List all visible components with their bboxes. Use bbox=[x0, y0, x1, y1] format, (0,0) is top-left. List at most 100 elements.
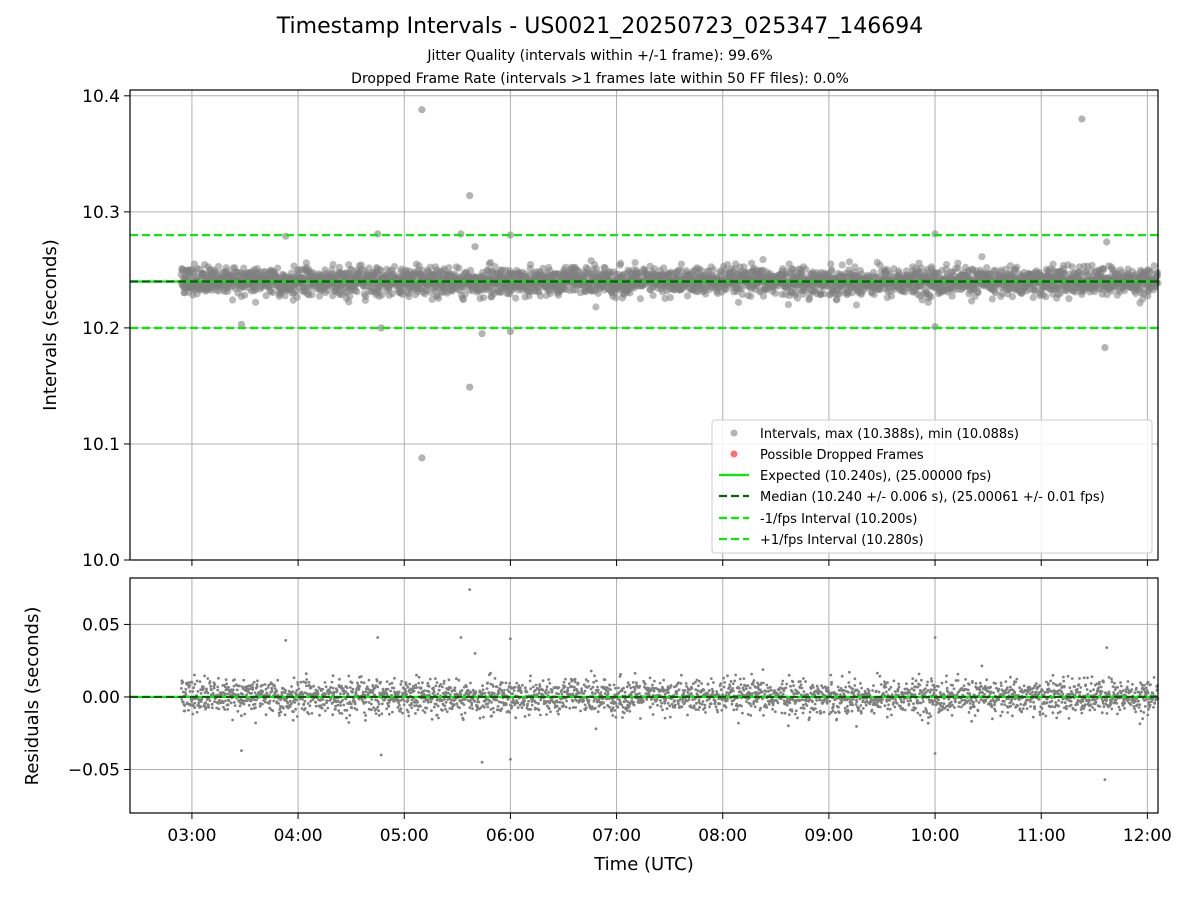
interval-point bbox=[845, 258, 854, 266]
residual-point bbox=[184, 687, 188, 691]
residual-point bbox=[398, 709, 402, 713]
residual-point bbox=[444, 707, 447, 711]
residual-point bbox=[612, 683, 616, 687]
residual-point bbox=[511, 692, 514, 696]
residual-point bbox=[556, 700, 560, 704]
residual-point bbox=[619, 673, 622, 676]
residual-point bbox=[344, 697, 348, 701]
residual-point bbox=[486, 681, 489, 685]
residual-point bbox=[284, 688, 287, 692]
residual-point bbox=[373, 686, 377, 690]
residual-point bbox=[377, 709, 380, 713]
residual-point bbox=[633, 671, 637, 675]
residual-point bbox=[364, 690, 368, 693]
residual-point bbox=[390, 681, 394, 685]
residual-point bbox=[427, 690, 431, 694]
residual-point bbox=[687, 698, 691, 701]
interval-point bbox=[709, 266, 718, 274]
interval-point bbox=[631, 259, 639, 267]
interval-point bbox=[852, 301, 861, 309]
residual-point bbox=[688, 688, 692, 692]
interval-point bbox=[466, 266, 475, 274]
residual-point bbox=[611, 706, 615, 709]
residual-point bbox=[590, 705, 594, 708]
residual-point bbox=[460, 689, 464, 692]
interval-point bbox=[954, 264, 962, 272]
residual-point bbox=[402, 703, 406, 707]
residual-point bbox=[662, 678, 666, 682]
interval-point bbox=[876, 261, 884, 269]
residual-point bbox=[351, 690, 354, 694]
residual-point bbox=[569, 677, 573, 681]
residual-point bbox=[432, 686, 435, 690]
interval-point bbox=[536, 292, 545, 300]
residual-point bbox=[207, 705, 211, 709]
interval-outlier-point bbox=[418, 106, 426, 114]
residual-point bbox=[447, 688, 451, 691]
residual-point bbox=[334, 707, 337, 711]
residual-point bbox=[452, 703, 456, 707]
residual-point bbox=[697, 684, 700, 688]
residual-point bbox=[184, 691, 187, 694]
residual-point bbox=[335, 688, 339, 692]
residual-point bbox=[681, 697, 685, 701]
residual-point bbox=[322, 703, 326, 707]
residual-point bbox=[332, 690, 336, 694]
top-y-tick-label: 10.4 bbox=[82, 87, 120, 107]
residual-point bbox=[423, 689, 426, 693]
residual-point bbox=[491, 706, 495, 710]
residual-point bbox=[307, 680, 311, 684]
residual-point bbox=[670, 702, 674, 706]
residual-point bbox=[345, 686, 349, 690]
interval-point bbox=[870, 290, 878, 299]
interval-point bbox=[771, 289, 779, 297]
residual-point bbox=[416, 708, 420, 712]
legend: Intervals, max (10.388s), min (10.088s) … bbox=[711, 419, 1153, 554]
residual-point bbox=[367, 678, 371, 682]
residual-point bbox=[295, 698, 299, 702]
residual-point bbox=[222, 705, 225, 709]
residual-point bbox=[558, 700, 562, 704]
residual-point bbox=[628, 683, 631, 687]
residual-point bbox=[573, 677, 577, 681]
residual-point bbox=[614, 701, 618, 705]
residual-point bbox=[539, 713, 542, 717]
residual-point bbox=[593, 692, 597, 695]
residual-point bbox=[270, 686, 274, 690]
legend-label-dropped: Possible Dropped Frames bbox=[760, 448, 924, 463]
residual-point bbox=[437, 688, 441, 692]
interval-point bbox=[747, 292, 755, 300]
residual-point bbox=[204, 701, 208, 705]
residual-point bbox=[609, 701, 613, 705]
interval-point bbox=[722, 286, 730, 294]
residual-point bbox=[294, 707, 297, 711]
residual-point bbox=[193, 673, 196, 677]
residual-point bbox=[449, 686, 453, 690]
residual-point bbox=[303, 699, 307, 703]
residual-point bbox=[505, 702, 508, 706]
residual-point bbox=[667, 691, 670, 694]
residual-point bbox=[401, 711, 404, 715]
residual-point bbox=[207, 703, 210, 707]
residual-point bbox=[332, 700, 336, 704]
residual-point bbox=[632, 700, 635, 704]
residual-point bbox=[330, 691, 334, 695]
residual-point bbox=[495, 685, 499, 689]
interval-outlier-point bbox=[466, 192, 474, 200]
interval-point bbox=[1146, 268, 1155, 276]
residual-point bbox=[371, 684, 375, 688]
residual-point bbox=[299, 680, 303, 684]
top-x-tick-marks bbox=[191, 560, 1148, 566]
residual-point bbox=[331, 674, 335, 678]
residual-point bbox=[453, 686, 457, 690]
residual-point bbox=[180, 698, 184, 701]
residual-point bbox=[419, 704, 422, 708]
interval-points bbox=[177, 106, 1162, 462]
residual-point bbox=[293, 701, 297, 704]
residual-point bbox=[241, 692, 245, 696]
interval-point bbox=[214, 262, 223, 271]
residual-point bbox=[396, 698, 400, 701]
residual-point bbox=[245, 699, 249, 703]
interval-point bbox=[734, 298, 743, 306]
residual-point bbox=[417, 691, 420, 694]
